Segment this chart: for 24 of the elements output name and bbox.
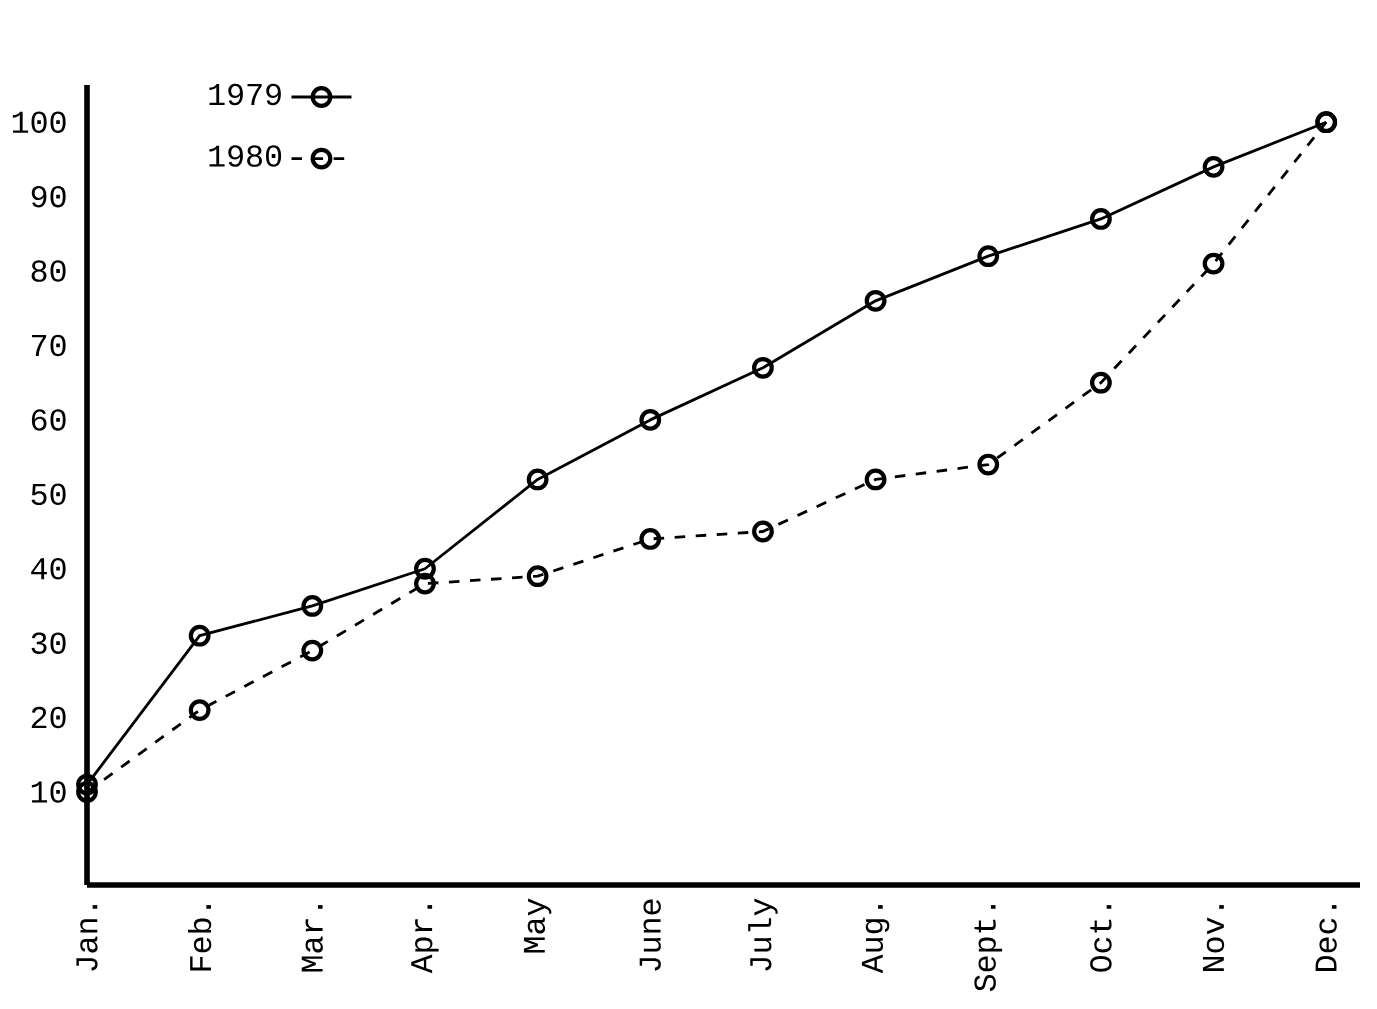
x-tick-label: Jan. bbox=[76, 905, 98, 971]
x-tick-label: Apr. bbox=[411, 905, 439, 974]
y-tick-label: 10 bbox=[31, 781, 66, 803]
y-tick-label: 100 bbox=[12, 111, 66, 133]
legend-label: 1980 bbox=[209, 145, 282, 167]
x-tick-label: May bbox=[523, 898, 552, 953]
x-tick-label: June bbox=[639, 899, 661, 971]
y-tick-label: 90 bbox=[31, 185, 66, 208]
y-tick-label: 50 bbox=[31, 483, 66, 506]
x-tick-label: Aug. bbox=[861, 905, 890, 974]
x-tick-label: Nov. bbox=[1202, 905, 1225, 971]
legend-label: 1979 bbox=[209, 83, 281, 106]
x-tick-label: Oct. bbox=[1090, 905, 1112, 972]
y-tick-label: 80 bbox=[31, 260, 66, 282]
x-tick-label: Feb. bbox=[188, 905, 212, 971]
y-tick-label: 60 bbox=[31, 409, 66, 431]
x-tick-label: July bbox=[748, 898, 778, 971]
y-tick-label: 40 bbox=[31, 557, 66, 580]
y-tick-label: 30 bbox=[31, 632, 66, 654]
y-tick-label: 70 bbox=[32, 334, 66, 357]
x-tick-label: Dec. bbox=[1315, 905, 1337, 971]
y-tick-label: 20 bbox=[31, 706, 66, 729]
x-tick-label: Mar. bbox=[301, 905, 323, 972]
x-tick-label: Sept. bbox=[974, 905, 1003, 992]
